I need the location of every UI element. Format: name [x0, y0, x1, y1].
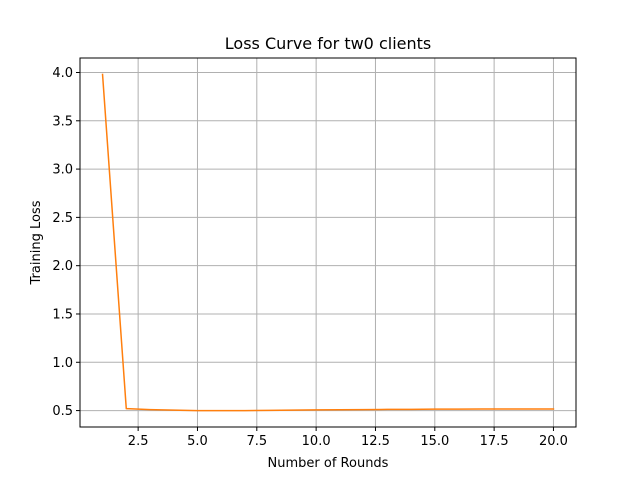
data-point: [458, 408, 460, 410]
x-tick-label: 17.5: [480, 434, 509, 449]
y-tick-label: 1.0: [52, 356, 73, 371]
x-tick-label: 7.5: [246, 434, 267, 449]
data-point: [126, 408, 128, 410]
data-point: [553, 408, 555, 410]
x-tick-label: 15.0: [420, 434, 449, 449]
x-axis-label: Number of Rounds: [268, 456, 389, 471]
series-layer: [101, 73, 555, 412]
data-point: [434, 408, 436, 410]
data-point: [315, 409, 317, 411]
data-point: [102, 74, 104, 76]
x-tick-label: 10.0: [302, 434, 331, 449]
series-line: [101, 73, 555, 412]
data-point: [339, 409, 341, 411]
y-tick-label: 2.5: [52, 211, 73, 226]
data-point: [244, 410, 246, 412]
y-axis-label: Training Loss: [29, 200, 44, 285]
y-axis-ticks: 0.5 1.0 1.5 2.0 2.5 3.0 3.5 4.0: [52, 66, 80, 419]
y-tick-label: 0.5: [52, 404, 73, 419]
x-tick-label: 2.5: [128, 434, 149, 449]
chart-title: Loss Curve for tw0 clients: [225, 34, 431, 53]
y-tick-label: 3.0: [52, 163, 73, 178]
y-tick-label: 2.0: [52, 259, 73, 274]
x-tick-label: 20.0: [539, 434, 568, 449]
data-point: [410, 409, 412, 411]
plot-frame: [79, 57, 577, 428]
data-point: [173, 409, 175, 411]
data-point: [387, 409, 389, 411]
x-tick-label: 12.5: [361, 434, 390, 449]
x-axis-ticks: 2.5 5.0 7.5 10.0 12.5 15.0 17.5 20.0: [128, 427, 568, 449]
data-point: [505, 408, 507, 410]
data-point: [268, 410, 270, 412]
y-tick-label: 1.5: [52, 307, 73, 322]
data-point: [197, 410, 199, 412]
data-point: [149, 409, 151, 411]
data-point: [220, 410, 222, 412]
x-tick-label: 5.0: [187, 434, 208, 449]
data-point: [482, 408, 484, 410]
data-point: [292, 409, 294, 411]
y-tick-label: 3.5: [52, 114, 73, 129]
data-point: [363, 409, 365, 411]
y-tick-label: 4.0: [52, 66, 73, 81]
data-point: [529, 408, 531, 410]
